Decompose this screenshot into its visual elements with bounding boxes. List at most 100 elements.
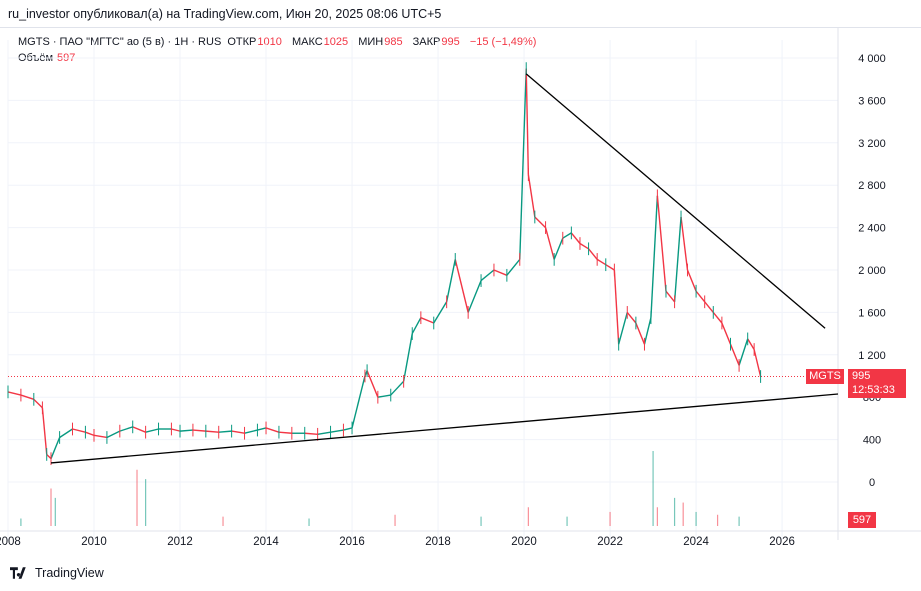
price-segment xyxy=(72,428,86,433)
trendline xyxy=(50,393,839,464)
price-segment xyxy=(738,338,749,366)
price-segment xyxy=(85,431,95,437)
volume-bar xyxy=(527,507,529,526)
price-segment xyxy=(304,432,318,435)
volume-bar xyxy=(136,469,138,526)
x-tick-label: 2016 xyxy=(339,536,365,548)
price-segment xyxy=(132,426,146,433)
x-tick-label: 2024 xyxy=(683,536,709,548)
price-segment xyxy=(605,264,615,271)
y-tick-label: 1 600 xyxy=(858,307,886,319)
price-segment xyxy=(343,427,353,431)
price-segment xyxy=(650,195,659,318)
trendline xyxy=(525,73,826,329)
price-segment xyxy=(665,290,676,303)
price-segment xyxy=(467,280,482,313)
price-segment xyxy=(390,380,405,396)
price-segment xyxy=(643,317,652,345)
volume-bar xyxy=(145,479,147,526)
price-segment xyxy=(544,227,555,260)
ticker-badge: MGTS xyxy=(806,369,844,384)
volume-bar xyxy=(566,516,568,526)
y-tick-label: 3 200 xyxy=(858,138,886,150)
price-segment xyxy=(686,269,697,292)
price-segment xyxy=(695,290,706,303)
price-segment xyxy=(534,216,547,229)
price-segment xyxy=(420,317,435,324)
price-segment xyxy=(553,237,564,260)
price-segment xyxy=(145,428,159,433)
volume-bar xyxy=(20,518,22,526)
price-segment xyxy=(527,174,536,218)
price-segment xyxy=(433,301,448,324)
price-segment xyxy=(366,370,379,398)
volume-bar xyxy=(609,511,611,526)
price-segment xyxy=(317,431,331,435)
volume-bar xyxy=(652,451,654,526)
price-badge: 995 12:53:33 xyxy=(848,369,906,398)
change-value: −15 (−1,49%) xyxy=(469,36,537,48)
price-segment xyxy=(613,269,620,345)
price-segment xyxy=(519,68,527,260)
x-tick-label: 2014 xyxy=(253,536,279,548)
volume-bar xyxy=(54,497,56,526)
price-segment xyxy=(106,430,121,439)
symbol-title: MGTS · ПАО "МГТС" ао (5 в) · 1Н · RUS xyxy=(18,36,222,48)
price-segment xyxy=(351,375,366,429)
y-tick-label: 2 400 xyxy=(858,223,886,235)
price-segment xyxy=(562,232,572,239)
volume-bar xyxy=(394,514,396,526)
volume-bar xyxy=(738,516,740,526)
volume-bar xyxy=(308,518,310,526)
y-tick-label: 1 200 xyxy=(858,350,886,362)
price-segment xyxy=(59,428,73,439)
price-segment xyxy=(411,317,422,334)
volume-bar xyxy=(673,497,676,526)
y-tick-label: 3 600 xyxy=(858,95,886,107)
price-segment xyxy=(244,429,258,434)
header-divider xyxy=(0,27,921,28)
price-segment xyxy=(570,232,581,244)
price-segment xyxy=(278,431,292,434)
price-segment xyxy=(704,301,714,313)
price-segment xyxy=(596,258,607,266)
price-segment xyxy=(626,311,637,324)
tradingview-logo-icon xyxy=(10,567,26,579)
volume-bar xyxy=(716,514,719,526)
price-segment xyxy=(20,394,35,400)
price-segment xyxy=(753,349,762,377)
price-segment xyxy=(493,269,508,276)
high-value: 1025 xyxy=(323,36,349,48)
price-segment xyxy=(218,430,232,433)
price-segment xyxy=(445,259,456,302)
close-label: ЗАКР xyxy=(412,36,441,48)
x-tick-label: 2010 xyxy=(81,536,107,548)
x-tick-label: 2018 xyxy=(425,536,451,548)
price-segment xyxy=(588,248,598,260)
price-segment xyxy=(377,394,391,398)
low-label: МИН xyxy=(358,36,384,48)
low-value: 985 xyxy=(384,36,403,48)
high-label: МАКС xyxy=(291,36,323,48)
price-badge-countdown: 12:53:33 xyxy=(852,384,895,396)
price-badge-value: 995 xyxy=(852,370,871,382)
open-label: ОТКР xyxy=(227,36,257,48)
price-segment xyxy=(257,427,267,431)
price-segment xyxy=(747,338,755,350)
x-tick-label: 2020 xyxy=(511,536,537,548)
tradingview-wordmark: TradingView xyxy=(35,566,104,580)
volume-bar xyxy=(695,511,697,526)
y-tick-label: 2 000 xyxy=(858,265,886,277)
price-segment xyxy=(525,68,530,175)
symbol-legend[interactable]: MGTS · ПАО "МГТС" ао (5 в) · 1Н · RUS ОТ… xyxy=(18,36,543,48)
tradingview-brand[interactable]: TradingView xyxy=(10,566,104,580)
y-tick-label: 400 xyxy=(863,435,881,447)
price-segment xyxy=(454,259,469,313)
volume-bar xyxy=(50,488,52,526)
x-tick-label: 2022 xyxy=(597,536,623,548)
price-segment xyxy=(330,429,344,433)
price-segment xyxy=(265,427,280,433)
price-segment xyxy=(192,429,206,432)
